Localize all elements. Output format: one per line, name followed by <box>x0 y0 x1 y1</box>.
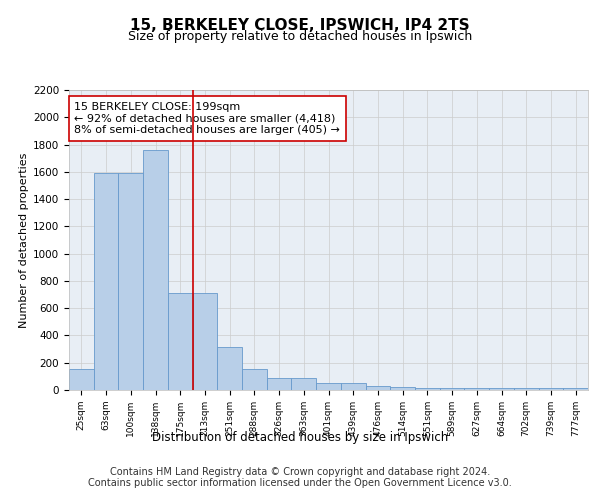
Text: Distribution of detached houses by size in Ipswich: Distribution of detached houses by size … <box>152 431 448 444</box>
Bar <box>168 293 193 390</box>
Bar <box>118 173 143 390</box>
Bar <box>316 383 341 390</box>
Text: 15, BERKELEY CLOSE, IPSWICH, IP4 2TS: 15, BERKELEY CLOSE, IPSWICH, IP4 2TS <box>130 18 470 32</box>
Y-axis label: Number of detached properties: Number of detached properties <box>19 152 29 328</box>
Bar <box>390 387 415 390</box>
Bar <box>415 388 440 390</box>
Bar <box>563 388 588 390</box>
Text: 15 BERKELEY CLOSE: 199sqm
← 92% of detached houses are smaller (4,418)
8% of sem: 15 BERKELEY CLOSE: 199sqm ← 92% of detac… <box>74 102 340 135</box>
Bar <box>292 378 316 390</box>
Bar <box>143 150 168 390</box>
Bar <box>489 388 514 390</box>
Bar <box>464 388 489 390</box>
Text: Size of property relative to detached houses in Ipswich: Size of property relative to detached ho… <box>128 30 472 43</box>
Bar <box>242 369 267 390</box>
Bar <box>94 173 118 390</box>
Bar <box>193 293 217 390</box>
Bar <box>514 388 539 390</box>
Bar <box>341 383 365 390</box>
Bar <box>69 369 94 390</box>
Bar <box>267 378 292 390</box>
Text: Contains HM Land Registry data © Crown copyright and database right 2024.
Contai: Contains HM Land Registry data © Crown c… <box>88 466 512 488</box>
Bar <box>539 388 563 390</box>
Bar <box>217 347 242 390</box>
Bar <box>365 386 390 390</box>
Bar <box>440 388 464 390</box>
